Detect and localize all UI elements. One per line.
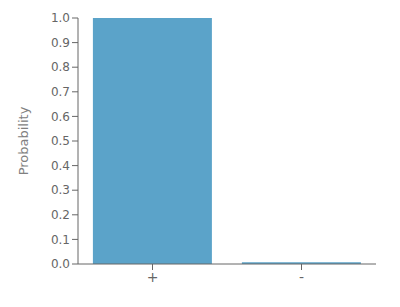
svg-text:+: + <box>147 269 159 285</box>
svg-text:0.8: 0.8 <box>51 60 70 74</box>
svg-text:0.5: 0.5 <box>51 134 70 148</box>
svg-text:0.1: 0.1 <box>51 233 70 247</box>
svg-text:0.4: 0.4 <box>51 159 70 173</box>
svg-text:0.0: 0.0 <box>51 257 70 271</box>
svg-text:-: - <box>299 269 304 285</box>
svg-text:0.7: 0.7 <box>51 85 70 99</box>
svg-text:0.9: 0.9 <box>51 36 70 50</box>
svg-text:0.3: 0.3 <box>51 183 70 197</box>
svg-text:0.2: 0.2 <box>51 208 70 222</box>
svg-text:0.6: 0.6 <box>51 110 70 124</box>
svg-text:1.0: 1.0 <box>51 11 70 25</box>
svg-text:Probability: Probability <box>16 106 31 175</box>
